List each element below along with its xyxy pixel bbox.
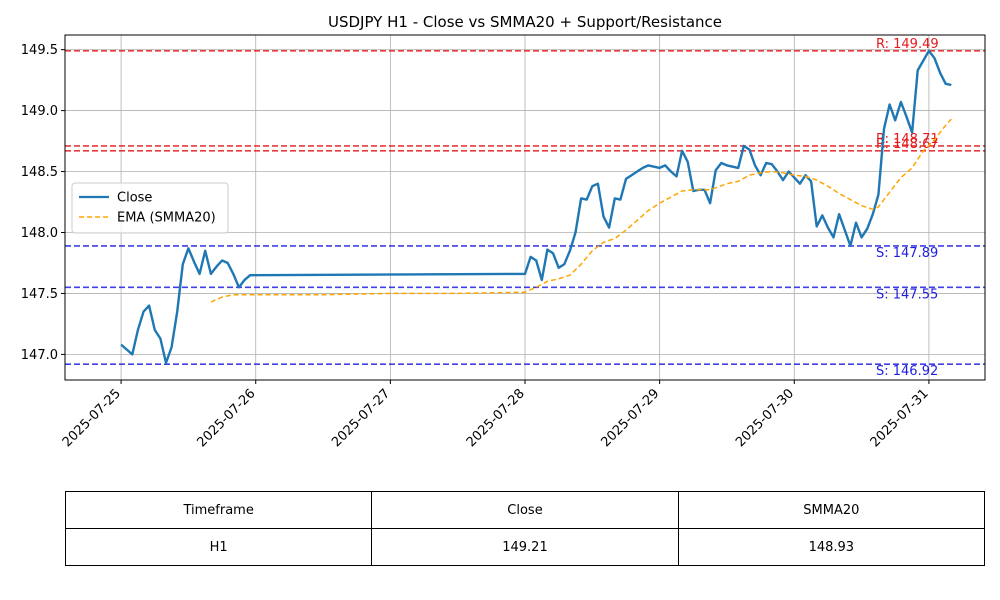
legend: Close EMA (SMMA20) [71,182,229,234]
x-tick-label: 2025-07-29 [598,386,662,450]
close-price-line [120,49,952,365]
table-cell-timeframe: H1 [64,528,373,566]
legend-smma-label: EMA (SMMA20) [117,211,216,226]
resistance-label: R: 148.71 [876,132,939,147]
smma20-line [210,118,952,303]
table-row: H1 149.21 148.93 [64,528,986,566]
x-tick-label: 2025-07-26 [195,386,259,450]
y-tick-label: 147.0 [21,348,58,363]
resistance-label: R: 149.49 [876,37,939,52]
support-label: S: 147.89 [876,246,938,261]
y-tick-label: 149.5 [21,43,58,58]
summary-table: Timeframe Close SMMA20 H1 149.21 148.93 [64,491,986,566]
series-lines [120,49,952,365]
x-tick-label: 2025-07-31 [868,386,932,450]
y-tick-label: 148.5 [21,165,58,180]
legend-box [71,182,229,234]
table-cell-smma20: 148.93 [677,528,986,566]
table-header-cell: Close [371,491,679,529]
x-tick-label: 2025-07-27 [329,386,393,450]
chart-svg: USDJPY H1 - Close vs SMMA20 + Support/Re… [21,13,986,450]
resistance-label: R: 148.67 [876,137,939,152]
y-tick-label: 147.5 [21,287,58,302]
legend-close-label: Close [117,191,152,206]
x-tick-label: 2025-07-25 [60,386,124,450]
support-label: S: 146.92 [876,364,938,379]
x-tick-label: 2025-07-30 [733,386,797,450]
y-tick-label: 148.0 [21,226,58,241]
y-tick-label: 149.0 [21,104,58,119]
table-header-cell: Timeframe [64,491,373,529]
table-header-row: Timeframe Close SMMA20 [64,491,986,529]
table-header-cell: SMMA20 [677,491,986,529]
table-cell-close: 149.21 [371,528,679,566]
support-resistance-lines: R: 149.49 R: 148.71R: 148.67 S: 147.89 S: 1… [65,37,985,379]
x-tick-label: 2025-07-28 [464,386,528,450]
plot-frame [64,34,986,381]
support-label: S: 147.55 [876,287,938,302]
chart-title: USDJPY H1 - Close vs SMMA20 + Support/Re… [328,13,722,31]
